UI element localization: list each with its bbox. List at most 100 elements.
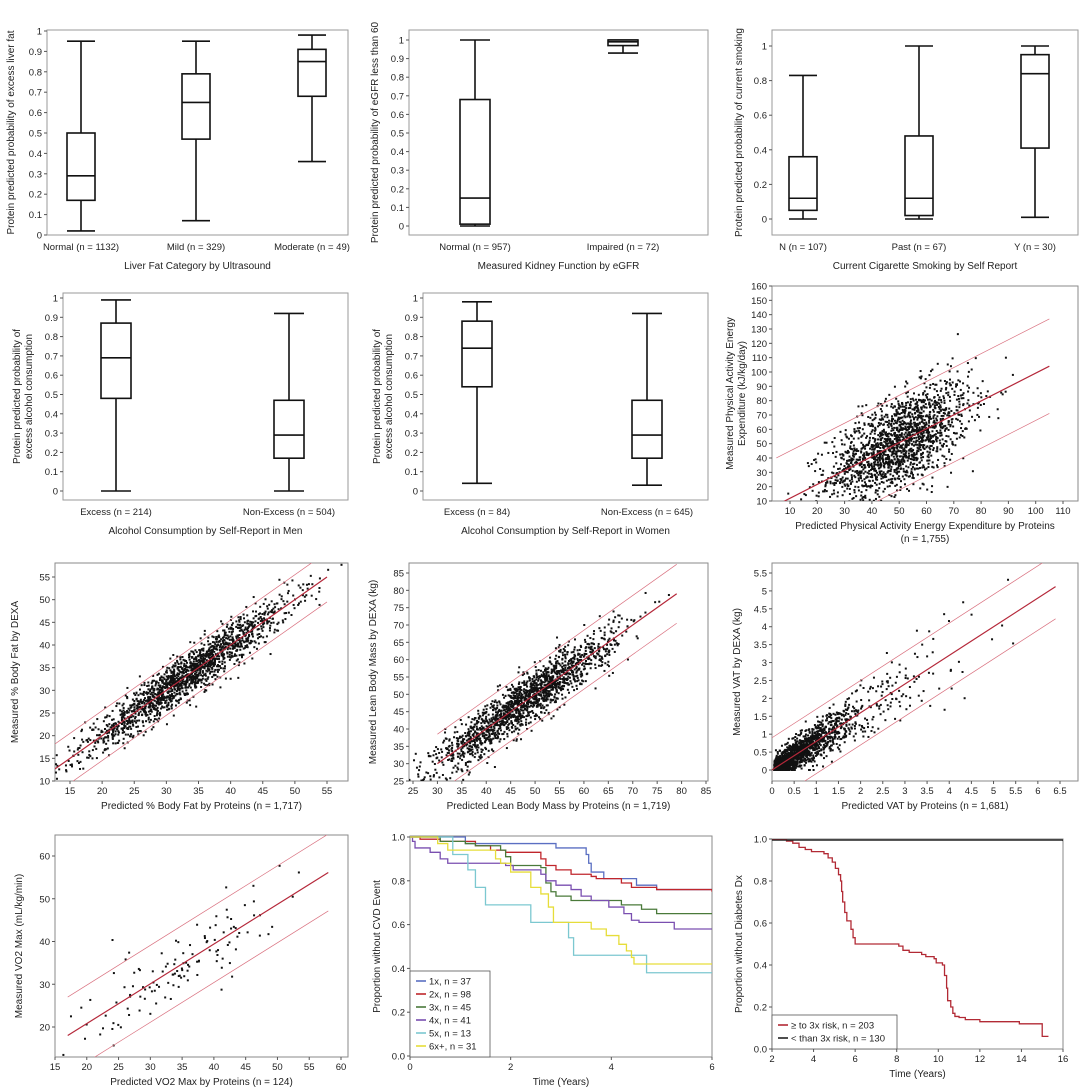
y-tick-label: 40 bbox=[39, 641, 50, 652]
data-point bbox=[172, 653, 175, 656]
data-point bbox=[854, 461, 857, 464]
data-point bbox=[900, 432, 903, 435]
data-point bbox=[211, 657, 214, 660]
data-point bbox=[185, 673, 188, 676]
data-point bbox=[435, 746, 438, 749]
data-point bbox=[919, 487, 922, 490]
data-point bbox=[885, 404, 888, 407]
data-point bbox=[264, 598, 267, 601]
data-point bbox=[831, 471, 834, 474]
data-point bbox=[186, 669, 189, 672]
data-point bbox=[887, 469, 890, 472]
data-point bbox=[884, 432, 887, 435]
data-point bbox=[896, 412, 899, 415]
data-point bbox=[996, 408, 999, 411]
data-point bbox=[167, 691, 170, 694]
data-point bbox=[592, 632, 595, 635]
data-point bbox=[892, 462, 895, 465]
data-point bbox=[876, 478, 879, 481]
data-point bbox=[879, 463, 882, 466]
data-point bbox=[448, 744, 451, 747]
data-point bbox=[151, 680, 154, 683]
data-point bbox=[476, 749, 479, 752]
data-point bbox=[535, 705, 538, 708]
data-point bbox=[130, 704, 133, 707]
data-point bbox=[848, 493, 851, 496]
data-point bbox=[459, 754, 462, 757]
data-point bbox=[952, 425, 955, 428]
data-point bbox=[154, 684, 157, 687]
data-point bbox=[208, 669, 211, 672]
data-point bbox=[92, 728, 95, 731]
data-point bbox=[883, 474, 886, 477]
data-point bbox=[242, 653, 245, 656]
data-point bbox=[258, 632, 261, 635]
data-point bbox=[482, 712, 485, 715]
data-point bbox=[890, 422, 893, 425]
data-point bbox=[896, 411, 899, 414]
data-point bbox=[209, 664, 212, 667]
data-point bbox=[593, 630, 596, 633]
data-point bbox=[874, 413, 877, 416]
fit-line bbox=[55, 576, 328, 770]
data-point bbox=[164, 700, 167, 703]
data-point bbox=[567, 662, 570, 665]
data-point bbox=[846, 459, 849, 462]
data-point bbox=[166, 708, 169, 711]
data-point bbox=[895, 444, 898, 447]
iqr-box bbox=[1020, 53, 1050, 149]
data-point bbox=[872, 444, 875, 447]
data-point bbox=[881, 454, 884, 457]
data-point bbox=[886, 416, 889, 419]
data-point bbox=[854, 452, 857, 455]
data-point bbox=[186, 693, 189, 696]
data-point bbox=[877, 402, 880, 405]
data-point bbox=[128, 725, 131, 728]
data-point bbox=[892, 447, 895, 450]
data-point bbox=[939, 404, 942, 407]
data-point bbox=[915, 439, 918, 442]
data-point bbox=[875, 455, 878, 458]
data-point bbox=[198, 652, 201, 655]
data-point bbox=[932, 449, 935, 452]
data-point bbox=[863, 478, 866, 481]
data-point bbox=[175, 690, 178, 693]
iqr-box bbox=[297, 48, 327, 98]
data-point bbox=[525, 683, 528, 686]
data-point bbox=[475, 738, 478, 741]
data-point bbox=[188, 656, 191, 659]
data-point bbox=[270, 600, 273, 603]
data-point bbox=[883, 437, 886, 440]
data-point bbox=[125, 719, 128, 722]
data-point bbox=[897, 417, 900, 420]
data-point bbox=[929, 448, 932, 451]
data-point bbox=[549, 684, 552, 687]
data-point bbox=[829, 495, 832, 498]
data-point bbox=[485, 737, 488, 740]
data-point bbox=[607, 660, 610, 663]
data-point bbox=[210, 660, 213, 663]
data-point bbox=[962, 403, 965, 406]
data-point bbox=[843, 490, 846, 493]
data-point bbox=[170, 670, 173, 673]
data-point bbox=[155, 680, 158, 683]
data-point bbox=[491, 705, 494, 708]
data-point bbox=[559, 650, 562, 653]
data-point bbox=[228, 638, 231, 641]
lower-band-line bbox=[876, 413, 1050, 501]
data-point bbox=[931, 442, 934, 445]
data-point bbox=[222, 655, 225, 658]
data-point bbox=[266, 622, 269, 625]
data-point bbox=[851, 448, 854, 451]
data-point bbox=[906, 471, 909, 474]
data-point bbox=[366, 831, 368, 833]
data-point bbox=[827, 477, 830, 480]
data-point bbox=[904, 422, 907, 425]
data-point bbox=[909, 424, 912, 427]
data-point bbox=[901, 419, 904, 422]
data-point bbox=[853, 453, 856, 456]
data-point bbox=[892, 442, 895, 445]
data-point bbox=[88, 750, 91, 753]
data-point bbox=[236, 626, 239, 629]
data-point bbox=[891, 415, 894, 418]
